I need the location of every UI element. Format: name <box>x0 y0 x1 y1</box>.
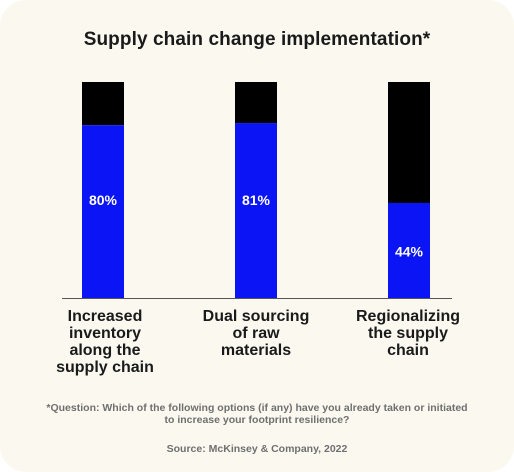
category-label-line: Dual sourcing <box>202 308 310 325</box>
category-label-dual-sourcing: Dual sourcing of raw materials <box>181 308 331 359</box>
footnote: *Question: Which of the following option… <box>46 402 468 426</box>
bar-remainder <box>235 82 277 124</box>
category-label-line: Regionalizing <box>356 308 460 325</box>
category-label-line: the supply <box>367 325 448 342</box>
bar-remainder <box>388 82 430 203</box>
category-label-line: of raw <box>232 325 280 342</box>
bar-value-label: 44% <box>395 243 424 259</box>
bar-value <box>82 125 124 298</box>
category-label-regionalizing: Regionalizing the supply chain <box>333 308 483 359</box>
bar-value <box>388 202 430 298</box>
category-label-line: chain <box>387 342 429 359</box>
category-label-line: along the <box>69 342 141 359</box>
chart-title: Supply chain change implementation* <box>83 29 431 50</box>
bar-value-label: 81% <box>242 192 271 208</box>
source-note: Source: McKinsey & Company, 2022 <box>166 443 348 455</box>
category-label-line: inventory <box>68 325 141 342</box>
bar-value <box>235 123 277 298</box>
category-label-line: Increased <box>67 308 143 325</box>
bar-value-label: 80% <box>89 192 118 208</box>
category-label-line: materials <box>220 342 292 359</box>
category-label-line: supply chain <box>56 359 154 376</box>
bar-remainder <box>82 82 124 126</box>
category-label-inventory: Increased inventory along the supply chain <box>30 308 180 376</box>
